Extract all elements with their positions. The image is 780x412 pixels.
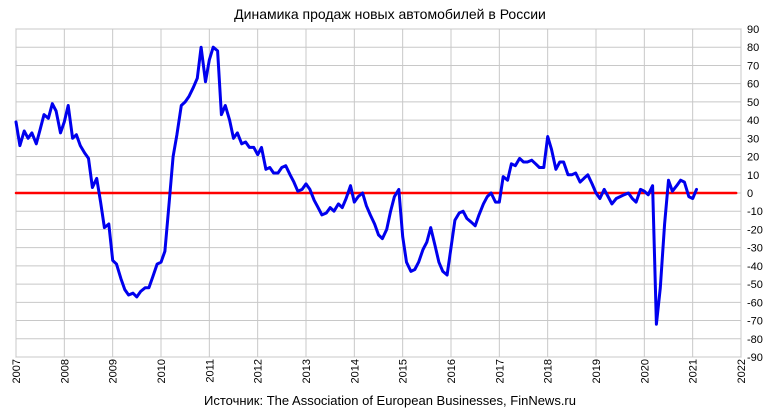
y-tick-label: 60 [747, 79, 759, 91]
x-tick-label: 2020 [639, 359, 651, 383]
series-layer [14, 45, 738, 326]
x-tick-label: 2012 [253, 359, 265, 383]
y-tick-label: 0 [747, 188, 753, 200]
chart-title: Динамика продаж новых автомобилей в Росс… [234, 6, 546, 22]
y-tick-label: 50 [747, 97, 759, 109]
x-axis: 2007 2008 2009 2010 2011 2012 2013 2014 2015 2016… [11, 359, 748, 383]
x-tick-label: 2021 [688, 359, 700, 383]
x-tick-label: 2014 [349, 359, 361, 383]
x-tick-label: 2019 [591, 359, 603, 383]
y-tick-label: 80 [747, 42, 759, 54]
x-tick-label: 2015 [398, 359, 410, 383]
x-tick-label: 2022 [736, 359, 748, 383]
x-tick-label: 2008 [59, 359, 71, 383]
x-tick-label: 2016 [446, 359, 458, 383]
y-tick-label: -30 [747, 243, 763, 255]
y-tick-label: 40 [747, 115, 759, 127]
y-tick-label: -60 [747, 297, 763, 309]
chart-source: Источник: The Association of European Bu… [204, 393, 576, 408]
y-tick-label: 20 [747, 152, 759, 164]
y-tick-label: 90 [747, 24, 759, 36]
y-tick-label: -80 [747, 334, 763, 346]
x-tick-label: 2010 [156, 359, 168, 383]
y-tick-label: -50 [747, 279, 763, 291]
x-tick-label: 2013 [301, 359, 313, 383]
x-tick-label: 2007 [11, 359, 23, 383]
x-tick-label: 2018 [543, 359, 555, 383]
y-axis: 90 80 70 60 50 40 30 20 10 0 -10 -20 -30 -40 -50 -60 -70… [747, 24, 763, 364]
x-tick-label: 2011 [204, 359, 216, 383]
y-tick-label: 10 [747, 170, 759, 182]
y-tick-label: -20 [747, 224, 763, 236]
y-tick-label: -90 [747, 352, 763, 364]
y-tick-label: 70 [747, 60, 759, 72]
y-tick-label: -40 [747, 261, 763, 273]
y-tick-label: -70 [747, 316, 763, 328]
sales-dynamics-line [14, 45, 698, 326]
y-tick-label: -10 [747, 206, 763, 218]
x-tick-label: 2009 [108, 359, 120, 383]
y-tick-label: 30 [747, 133, 759, 145]
x-tick-label: 2017 [494, 359, 506, 383]
